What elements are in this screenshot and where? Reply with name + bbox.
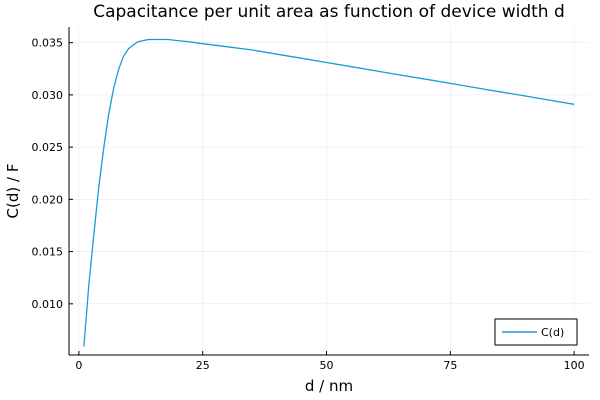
grid	[69, 27, 589, 355]
y-tick-label: 0.035	[32, 37, 64, 50]
y-tick-label: 0.010	[32, 298, 64, 311]
series	[83, 38, 575, 347]
y-tick-label: 0.025	[32, 141, 64, 154]
legend: C(d)	[494, 318, 578, 346]
x-tick-label: 50	[320, 359, 334, 372]
series-line	[83, 38, 575, 347]
x-tick-label: 100	[564, 359, 585, 372]
x-tick-label: 25	[196, 359, 210, 372]
axes	[68, 27, 589, 356]
chart-title: Capacitance per unit area as function of…	[93, 2, 565, 22]
y-tick-label: 0.030	[32, 89, 64, 102]
x-axis-label: d / nm	[305, 377, 353, 395]
y-tick-label: 0.020	[32, 193, 64, 206]
y-axis-label: C(d) / F	[4, 164, 22, 219]
legend-label: C(d)	[541, 326, 564, 339]
x-tick-label: 75	[443, 359, 457, 372]
x-ticks: 0 25 50 75 100	[75, 351, 585, 372]
y-tick-label: 0.015	[32, 246, 64, 259]
x-tick-label: 0	[75, 359, 82, 372]
y-ticks: 0.010 0.015 0.020 0.025 0.030 0.035	[32, 37, 73, 311]
